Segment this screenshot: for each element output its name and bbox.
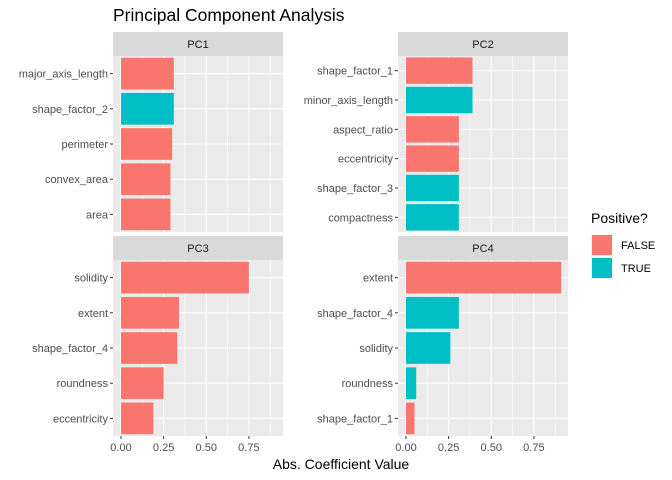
y-tick-label: extent	[363, 273, 393, 285]
bar	[121, 261, 249, 294]
bar	[406, 145, 459, 172]
bar	[406, 261, 562, 294]
y-tick-label: roundness	[57, 378, 109, 390]
bar	[121, 57, 174, 90]
bar	[406, 402, 415, 435]
y-tick-label: extent	[78, 308, 108, 320]
y-tick-label: aspect_ratio	[333, 124, 393, 136]
y-tick-label: eccentricity	[53, 413, 109, 425]
x-axis-title: Abs. Coefficient Value	[273, 456, 410, 472]
bar	[406, 174, 459, 202]
facet-panel-pc1: PC1 major_axis_length shape_factor_2perime…	[19, 32, 283, 232]
x-tick-label: 0.25	[153, 442, 174, 454]
bar	[121, 128, 173, 160]
facet-panel-pc4: PC4 extent shape_factor_4 solidity roundness…	[317, 236, 568, 454]
bar	[121, 198, 171, 231]
y-tick-label: eccentricity	[338, 154, 394, 166]
bar	[121, 402, 154, 435]
bar	[406, 204, 459, 231]
facet-strip-label: PC4	[472, 243, 493, 255]
facet-panel-pc3: PC3 solidity extent shape_factor_4 roundness…	[32, 236, 283, 454]
y-tick-label: shape_factor_3	[317, 183, 393, 195]
facet-strip-label: PC1	[187, 39, 208, 51]
chart-title: Principal Component Analysis	[113, 5, 345, 25]
y-tick-label: shape_factor_2	[32, 104, 108, 116]
y-tick-label: solidity	[359, 343, 393, 355]
x-tick-label: 0.00	[395, 442, 416, 454]
y-tick-label: area	[86, 209, 109, 221]
bar	[406, 332, 451, 364]
bar	[406, 367, 417, 400]
bar	[406, 296, 459, 329]
bar	[121, 367, 164, 400]
y-tick-label: shape_factor_4	[32, 343, 108, 355]
facet-strip	[398, 32, 568, 56]
facet-panel-pc2: PC2 shape_factor_1 minor_axis_lengthaspect…	[304, 32, 568, 232]
x-tick-label: 0.50	[481, 442, 502, 454]
bar	[406, 116, 459, 143]
y-tick-label: shape_factor_1	[317, 413, 393, 425]
y-tick-label: minor_axis_length	[304, 95, 393, 107]
y-tick-label: shape_factor_1	[317, 66, 393, 78]
panel-background	[398, 56, 568, 232]
facet-strip	[113, 32, 283, 56]
y-tick-label: convex_area	[45, 174, 109, 186]
legend-swatch	[592, 258, 612, 278]
legend-swatch	[592, 235, 612, 255]
y-tick-label: major_axis_length	[19, 69, 108, 81]
legend-label: TRUE	[621, 263, 651, 275]
legend-label: FALSE	[621, 240, 655, 252]
bar	[406, 57, 473, 84]
legend: Positive? FALSE TRUE	[591, 210, 655, 279]
bar	[121, 92, 174, 125]
bar	[121, 332, 178, 364]
legend-title: Positive?	[591, 210, 648, 226]
y-tick-label: perimeter	[62, 139, 109, 151]
facet-strip-label: PC3	[187, 243, 208, 255]
bar	[406, 86, 473, 114]
x-tick-label: 0.25	[438, 442, 459, 454]
y-tick-label: roundness	[342, 378, 394, 390]
y-tick-label: solidity	[74, 273, 108, 285]
y-tick-label: shape_factor_4	[317, 308, 393, 320]
bar	[121, 296, 179, 329]
x-tick-label: 0.50	[196, 442, 217, 454]
x-tick-label: 0.00	[110, 442, 131, 454]
y-tick-label: compactness	[328, 212, 393, 224]
x-tick-label: 0.75	[523, 442, 544, 454]
bar	[121, 163, 171, 196]
facet-strip-label: PC2	[472, 39, 493, 51]
facet-strip	[398, 236, 568, 260]
facet-strip	[113, 236, 283, 260]
x-tick-label: 0.75	[238, 442, 259, 454]
facet-panels: PC1 major_axis_length shape_factor_2perime…	[19, 32, 568, 454]
